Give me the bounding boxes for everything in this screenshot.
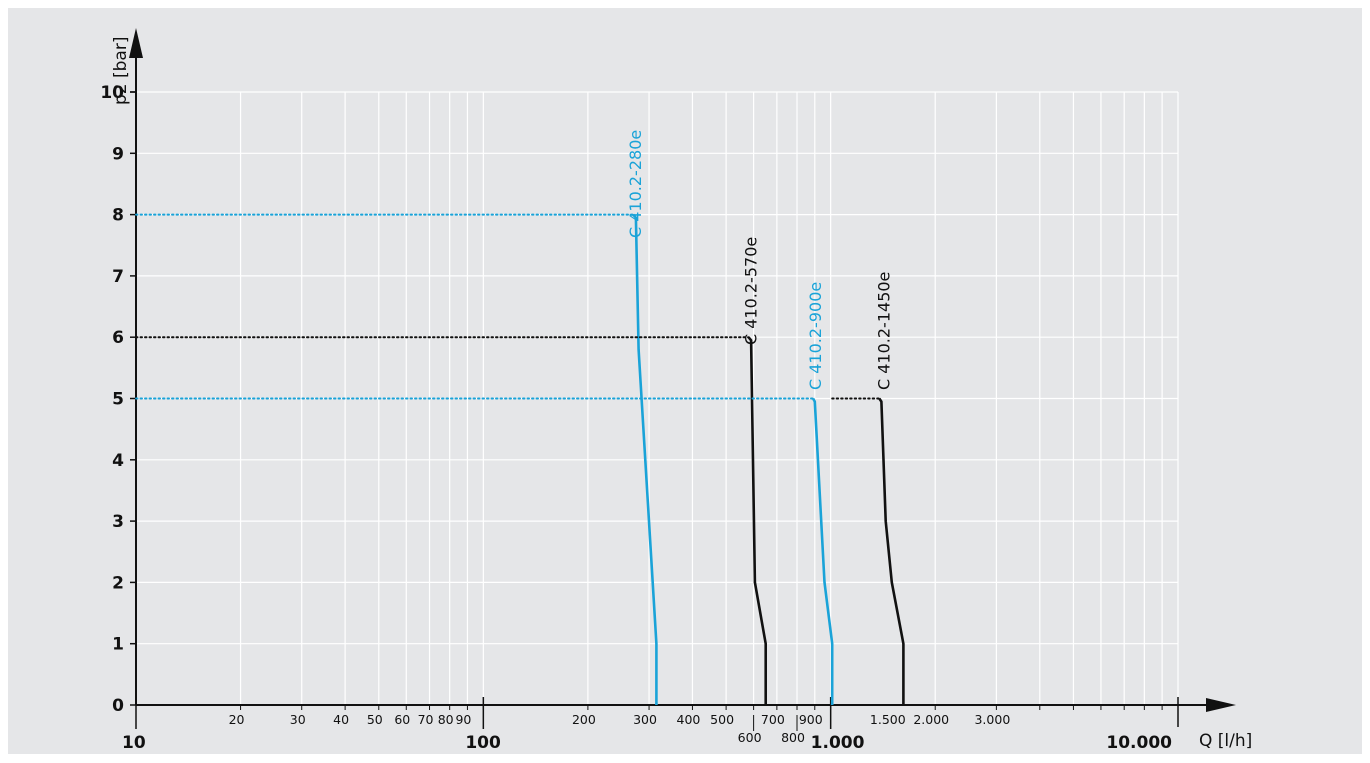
x-tick-label: 1.500 [870,712,906,727]
series-1: C 410.2-280e [135,130,658,705]
y-tick-label: 1 [112,635,124,655]
series-2: C 410.2-570e [135,237,767,705]
series: C 410.2-280e C 410.2-570e C 410.2-900e C 41… [135,130,905,705]
x-tick-label-major: 1.000 [811,733,865,753]
series-label: C 410.2-1450e [874,272,893,390]
y-tick-label: 10 [100,83,124,103]
x-tick-label-major: 10.000 [1106,733,1172,753]
series-label: C 410.2-900e [806,282,825,390]
x-tick-label: 40 [333,712,349,727]
y-tick-label: 9 [112,144,124,164]
x-tick-label: 2.000 [913,712,949,727]
x-tick-label: 400 [677,712,701,727]
y-axis-title: p2 [bar] [111,37,131,105]
x-tick-label: 30 [290,712,306,727]
x-tick-label: 20 [229,712,245,727]
y-tick-label: 6 [112,328,124,348]
series-4: C 410.2-1450e [831,272,905,705]
y-tick-label: 8 [112,206,124,226]
y-tick-label: 0 [112,696,124,716]
x-tick-label: 200 [572,712,596,727]
x-tick-label: 3.000 [974,712,1010,727]
axes: Q [l/h] p2 [bar] [111,28,1252,751]
x-tick-label: 900 [799,712,823,727]
x-tick-label-major: 100 [465,733,501,753]
y-tick-label: 7 [112,267,124,287]
x-tick-label: 500 [710,712,734,727]
series-curve [747,336,767,705]
y-tick-label: 5 [112,390,124,410]
chart-background [8,8,1362,754]
x-tick-label: 80 [438,712,454,727]
x-tick-label: 90 [455,712,471,727]
series-label: C 410.2-280e [626,130,645,238]
x-tick-label: 700 [761,712,785,727]
series-curve [632,213,658,705]
x-tick-label: 600 [738,730,762,745]
x-tick-label: 300 [633,712,657,727]
x-tick-label: 70 [418,712,434,727]
series-label: C 410.2-570e [742,237,761,345]
tick-labels: 0 1 2 3 4 5 6 7 8 9 10 10 20 30 40 50 60 70 80 90 100 200 300 4… [100,83,1179,753]
x-axis-arrow [1206,698,1236,712]
x-tick-label-major: 10 [122,733,146,753]
y-axis-arrow [129,28,143,58]
series-3: C 410.2-900e [135,282,834,705]
x-tick-label: 800 [781,730,805,745]
x-tick-label: 60 [394,712,410,727]
x-tick-label: 50 [367,712,383,727]
x-axis-title: Q [l/h] [1199,731,1252,751]
series-curve [878,397,905,705]
y-tick-label: 4 [112,451,124,471]
y-tick-label: 3 [112,512,124,532]
series-curve [811,397,834,705]
y-tick-label: 2 [112,573,124,593]
